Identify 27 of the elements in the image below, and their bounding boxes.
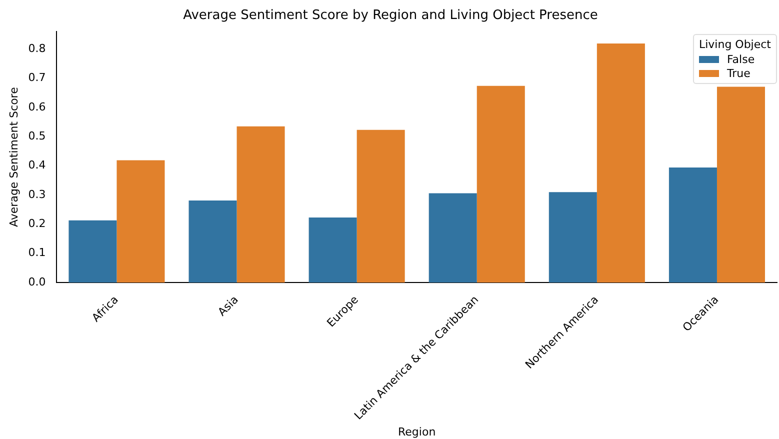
y-tick-label: 0.2 xyxy=(28,217,46,230)
bar xyxy=(596,44,645,283)
chart-title: Average Sentiment Score by Region and Living Object Presence xyxy=(183,8,598,24)
bar xyxy=(476,86,525,283)
bar xyxy=(668,168,717,283)
bar xyxy=(548,192,597,283)
bar xyxy=(116,160,165,283)
legend-title: Living Object xyxy=(698,38,771,51)
y-tick-label: 0.0 xyxy=(28,275,46,288)
y-tick-label: 0.7 xyxy=(28,71,46,84)
y-tick-label: 0.5 xyxy=(28,129,46,142)
legend-label: False xyxy=(726,53,755,66)
y-tick-label: 0.4 xyxy=(28,158,46,172)
y-tick-label: 0.6 xyxy=(28,100,46,114)
bar xyxy=(308,217,357,283)
bar xyxy=(428,193,477,283)
x-axis-title: Region xyxy=(398,425,436,438)
y-axis-title: Average Sentiment Score xyxy=(7,86,20,227)
y-tick-label: 0.8 xyxy=(28,42,46,55)
bar xyxy=(188,200,237,283)
legend-label: True xyxy=(726,67,750,80)
bar xyxy=(356,130,405,283)
y-tick-label: 0.3 xyxy=(28,188,46,201)
y-tick-label: 0.1 xyxy=(28,246,46,260)
bar xyxy=(236,126,285,283)
bar xyxy=(68,220,117,283)
bar xyxy=(716,86,765,283)
